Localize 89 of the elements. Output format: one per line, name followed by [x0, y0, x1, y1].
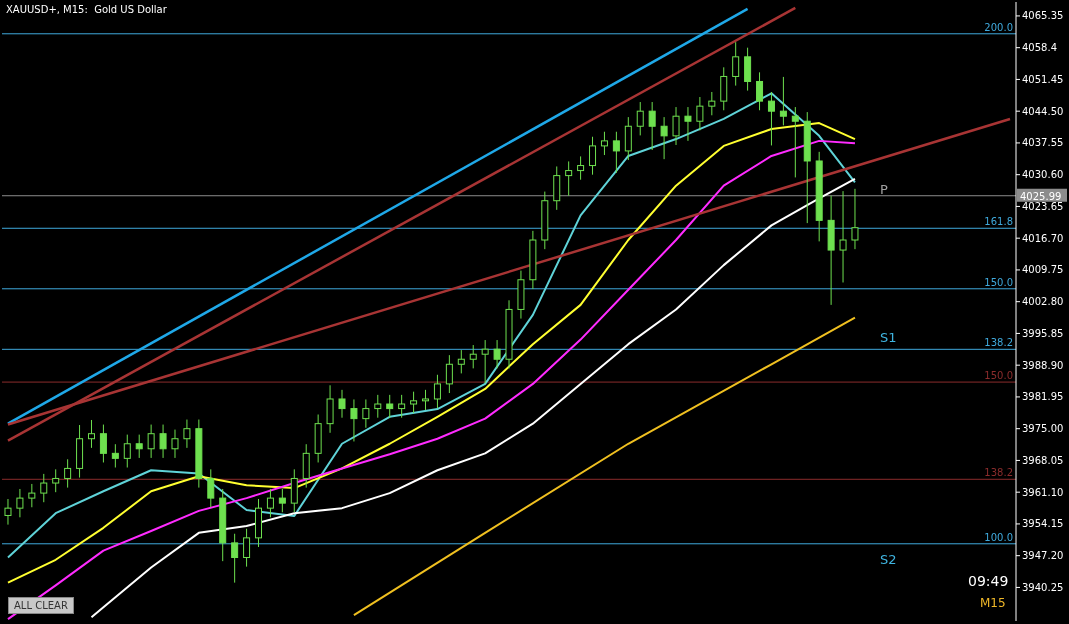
candlestick	[756, 71, 764, 111]
candlestick	[636, 101, 644, 136]
candlestick	[648, 101, 656, 151]
candlestick	[839, 190, 847, 283]
line-series	[90, 177, 856, 619]
candlestick	[493, 339, 501, 369]
y-tick-label: 4009.75	[1022, 264, 1064, 276]
y-tick-label: 3988.90	[1022, 359, 1064, 371]
candlestick	[433, 374, 441, 409]
candlestick	[266, 488, 274, 518]
candlestick	[183, 419, 191, 449]
candlestick	[52, 468, 60, 493]
candlestick	[732, 41, 740, 87]
candlestick	[398, 394, 406, 419]
candlestick	[4, 498, 12, 526]
candlestick	[338, 389, 346, 419]
candlestick	[40, 473, 48, 503]
candlestick	[374, 394, 382, 419]
candlestick	[135, 434, 143, 459]
candlestick	[469, 344, 477, 369]
y-tick-label: 4044.50	[1022, 105, 1064, 117]
annotation: M15	[980, 596, 1006, 610]
candlestick	[600, 131, 608, 156]
candlestick	[612, 131, 620, 174]
candlestick	[111, 443, 119, 469]
candlestick	[350, 398, 358, 442]
y-tick-label: 3981.95	[1022, 391, 1064, 403]
candlestick	[684, 106, 692, 142]
candlestick	[171, 429, 179, 459]
y-tick-label: 3995.85	[1022, 327, 1064, 339]
candlestick	[565, 160, 573, 197]
y-tick-label: 3940.25	[1022, 581, 1064, 593]
ref-line-label: 4025.99	[1020, 190, 1062, 202]
candlestick	[87, 419, 95, 449]
candlestick	[99, 424, 107, 463]
y-tick-label: 3975.00	[1022, 423, 1064, 435]
y-tick-label: 4065.35	[1022, 10, 1064, 22]
y-tick-label: 4037.55	[1022, 137, 1064, 149]
y-tick-label: 4051.45	[1022, 73, 1064, 85]
annotation: P	[880, 182, 888, 197]
candlestick	[278, 488, 286, 513]
y-tick-label: 3968.05	[1022, 454, 1064, 466]
annotation: S2	[880, 552, 897, 567]
y-tick-label: 4023.65	[1022, 200, 1064, 212]
candlestick	[577, 155, 585, 181]
y-tick-label: 4016.70	[1022, 232, 1064, 244]
candlestick	[243, 528, 251, 568]
y-tick-label: 3954.15	[1022, 518, 1064, 530]
candlestick	[445, 354, 453, 394]
y-tick-label: 4058.4	[1022, 42, 1057, 54]
candlestick	[457, 349, 465, 374]
annotation: 150.0	[984, 276, 1013, 288]
y-tick-label: 3947.20	[1022, 550, 1064, 562]
candlestick	[28, 483, 36, 508]
candlestick	[696, 96, 704, 131]
candlestick	[386, 394, 394, 419]
y-tick-label: 4030.60	[1022, 169, 1064, 181]
candlestick	[422, 389, 430, 411]
candlestick	[589, 136, 597, 176]
all-clear-button: ALL CLEAR	[8, 597, 74, 614]
candlestick	[660, 116, 668, 160]
candlestick	[672, 106, 680, 146]
candlestick	[410, 391, 418, 414]
candlestick	[16, 488, 24, 518]
candlestick	[123, 434, 131, 469]
line-series	[352, 316, 856, 617]
candlestick	[64, 458, 72, 489]
annotation: S1	[880, 330, 897, 345]
candlestick	[851, 188, 859, 250]
candlestick	[708, 91, 716, 116]
candlestick	[779, 76, 787, 126]
candlestick	[231, 533, 239, 584]
annotation: 100.0	[984, 531, 1013, 543]
annotation: 138.2	[984, 467, 1013, 479]
candlestick	[147, 424, 155, 459]
chart-title: XAUUSD+, M15: Gold US Dollar	[6, 4, 167, 15]
annotation: 161.8	[984, 216, 1013, 228]
candlestick	[159, 424, 167, 459]
annotation: 200.0	[984, 21, 1013, 33]
y-tick-label: 3961.10	[1022, 486, 1064, 498]
candlestick	[481, 339, 489, 384]
candlestick	[767, 91, 775, 146]
y-tick-label: 4002.80	[1022, 296, 1064, 308]
candlestick	[362, 398, 370, 429]
candlestick	[791, 106, 799, 178]
annotation: 09:49	[968, 573, 1009, 589]
annotation: 150.0	[984, 370, 1013, 382]
candlestick	[207, 468, 215, 508]
annotation: 138.2	[984, 337, 1013, 349]
